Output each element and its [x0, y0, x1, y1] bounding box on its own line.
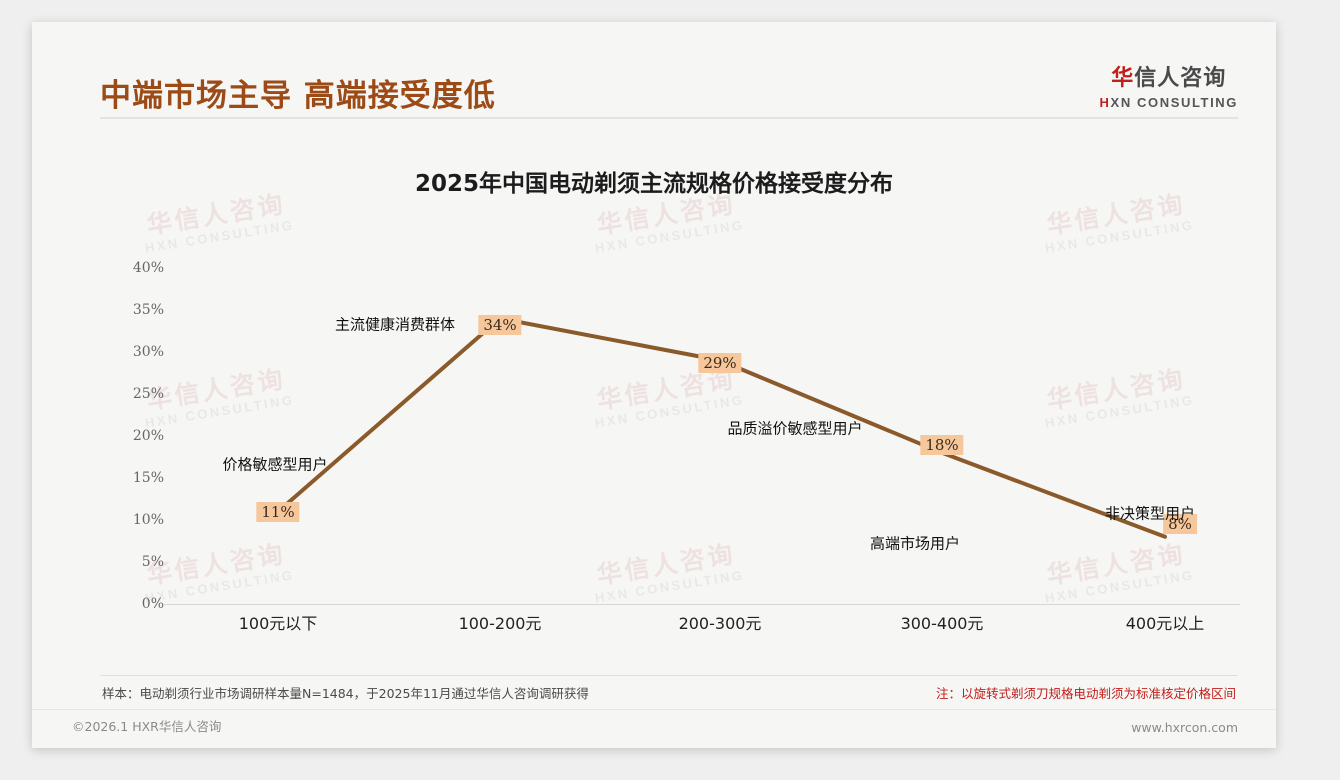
watermark: 华信人咨询 HXN CONSULTING [1040, 189, 1196, 256]
logo-chinese-rest: 信人咨询 [1134, 66, 1227, 91]
point-annotation: 品质溢价敏感型用户 [727, 419, 863, 438]
data-label: 8% [1163, 514, 1197, 534]
x-axis-tick: 200-300元 [678, 614, 762, 633]
watermark-en: HXN CONSULTING [143, 217, 296, 256]
website-link[interactable]: www.hxrcon.com [1131, 720, 1238, 735]
header-divider [100, 117, 1238, 119]
slide-header: 中端市场主导 高端接受度低 华信人咨询 HXN CONSULTING [32, 22, 1276, 118]
y-axis-tick: 40% [132, 260, 164, 276]
y-axis-tick: 25% [132, 386, 164, 402]
watermark: 华信人咨询 HXN CONSULTING [140, 189, 296, 256]
data-label: 29% [698, 353, 742, 373]
point-annotation: 非决策型用户 [1104, 504, 1196, 523]
copyright-text: ©2026.1 HXR华信人咨询 [72, 719, 222, 734]
logo-english: HXN CONSULTING [1100, 95, 1238, 110]
x-axis-tick: 400元以上 [1125, 614, 1205, 633]
data-label: 18% [920, 435, 964, 455]
y-axis-tick: 5% [141, 554, 164, 570]
footer-divider [100, 675, 1238, 676]
chart-title: 2025年中国电动剃须主流规格价格接受度分布 [414, 171, 893, 197]
logo-chinese: 华信人咨询 [1100, 60, 1238, 92]
x-axis-tick: 100-200元 [458, 614, 542, 633]
x-axis-baseline [164, 604, 1240, 605]
point-annotation: 价格敏感型用户 [222, 455, 328, 474]
point-annotation: 主流健康消费群体 [334, 315, 456, 334]
x-axis-tick: 100元以下 [238, 614, 318, 633]
watermark: 华信人咨询 HXN CONSULTING [590, 189, 746, 256]
y-axis-tick: 35% [132, 302, 164, 318]
remark-note: 注：以旋转式剃须刀规格电动剃须为标准核定价格区间 [935, 686, 1236, 701]
logo-english-rest: XN CONSULTING [1110, 95, 1238, 110]
logo-chinese-accent: 华 [1111, 66, 1135, 91]
logo-english-accent: H [1099, 95, 1111, 110]
sample-note: 样本：电动剃须行业市场调研样本量N=1484，于2025年11月通过华信人咨询调… [102, 686, 589, 701]
y-axis-tick: 10% [132, 512, 164, 528]
x-axis-tick: 300-400元 [900, 614, 984, 633]
watermark-en: HXN CONSULTING [1043, 217, 1196, 256]
data-label: 34% [478, 315, 522, 335]
y-axis-tick: 0% [141, 596, 164, 612]
line-series [276, 316, 1167, 539]
y-axis-tick: 15% [132, 470, 164, 486]
footer-divider-bottom [32, 709, 1276, 710]
point-annotation: 高端市场用户 [869, 534, 961, 553]
chart-plot-area: 40% 35% 30% 25% 20% 15% 10% 5% 0% 11% 34… [100, 252, 1240, 642]
y-axis-tick: 20% [132, 428, 164, 444]
slide-card: 华信人咨询 HXN CONSULTING 华信人咨询 HXN CONSULTIN… [32, 22, 1276, 748]
company-logo: 华信人咨询 HXN CONSULTING [1100, 60, 1238, 110]
data-label: 11% [256, 502, 300, 522]
page-title: 中端市场主导 高端接受度低 [100, 78, 496, 114]
y-axis-tick: 30% [132, 344, 164, 360]
watermark-en: HXN CONSULTING [593, 217, 746, 256]
